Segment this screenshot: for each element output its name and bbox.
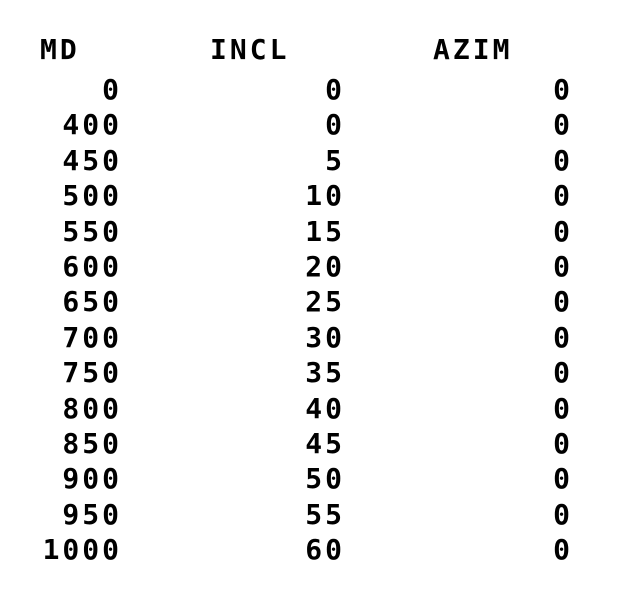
cell-incl: 25 xyxy=(305,285,345,319)
header-azim: AZIM xyxy=(433,33,513,66)
cell-azim: 0 xyxy=(553,73,573,106)
cell-incl: 0 xyxy=(325,73,345,106)
cell-md: 750 xyxy=(62,356,122,390)
cell-md: 900 xyxy=(62,462,122,496)
cell-azim: 0 xyxy=(553,497,573,531)
cell-incl: 30 xyxy=(305,320,345,354)
header-incl: INCL xyxy=(210,33,290,66)
cell-incl: 10 xyxy=(305,179,345,213)
cell-md: 500 xyxy=(62,179,122,213)
cell-md: 800 xyxy=(62,391,122,425)
cell-md: 550 xyxy=(62,214,122,248)
cell-azim: 0 xyxy=(553,320,573,354)
cell-incl: 55 xyxy=(305,497,345,531)
cell-md: 700 xyxy=(62,320,122,354)
cell-md: 600 xyxy=(62,250,122,283)
cell-azim: 0 xyxy=(553,391,573,425)
cell-incl: 35 xyxy=(305,356,345,390)
cell-azim: 0 xyxy=(553,179,573,213)
cell-md: 400 xyxy=(62,108,122,142)
cell-md: 0 xyxy=(102,73,122,106)
cell-incl: 0 xyxy=(325,108,345,142)
cell-md: 950 xyxy=(62,497,122,531)
cell-incl: 45 xyxy=(305,427,345,460)
cell-azim: 0 xyxy=(553,427,573,460)
cell-incl: 20 xyxy=(305,250,345,283)
cell-azim: 0 xyxy=(553,533,573,567)
cell-incl: 40 xyxy=(305,391,345,425)
cell-incl: 15 xyxy=(305,214,345,248)
cell-incl: 5 xyxy=(325,143,345,177)
cell-azim: 0 xyxy=(553,143,573,177)
cell-azim: 0 xyxy=(553,285,573,319)
cell-azim: 0 xyxy=(553,356,573,390)
cell-azim: 0 xyxy=(553,108,573,142)
cell-md: 1000 xyxy=(42,533,122,567)
cell-incl: 50 xyxy=(305,462,345,496)
cell-azim: 0 xyxy=(553,462,573,496)
cell-azim: 0 xyxy=(553,214,573,248)
cell-azim: 0 xyxy=(553,250,573,283)
cell-md: 850 xyxy=(62,427,122,460)
header-md: MD xyxy=(40,33,80,66)
cell-md: 650 xyxy=(62,285,122,319)
cell-incl: 60 xyxy=(305,533,345,567)
cell-md: 450 xyxy=(62,143,122,177)
